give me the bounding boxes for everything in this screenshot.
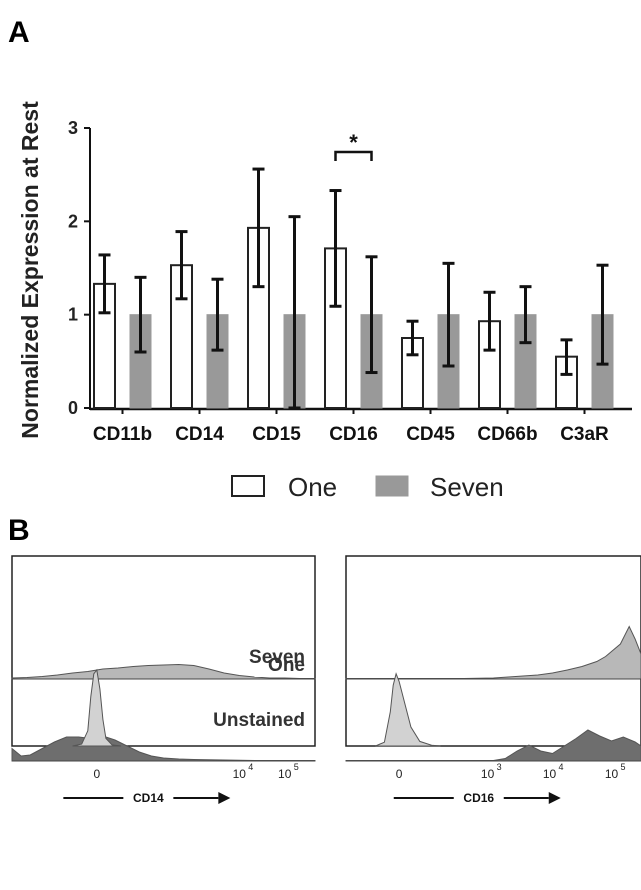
category-label: CD11b [93, 424, 152, 445]
y-tick-label: 2 [68, 211, 78, 231]
y-ticks: 0 1 2 3 [68, 118, 90, 418]
x-axis-label: CD16 [463, 791, 494, 805]
category-label: CD14 [175, 424, 224, 445]
bar-chart: Normalized Expression at Rest 0 1 2 3 CD11b… [17, 101, 632, 445]
category-label: CD45 [406, 424, 455, 445]
category-label: CD16 [329, 424, 378, 445]
x-tick-exponent: 4 [559, 762, 564, 772]
x-axis-label: CD14 [133, 791, 164, 805]
histogram-unstained [375, 672, 441, 747]
legend: One Seven [231, 472, 504, 502]
legend-label-seven: Seven [430, 472, 504, 502]
legend-swatch-seven [375, 475, 409, 497]
panel-label-a: A [8, 16, 30, 49]
category-label: CD15 [252, 424, 301, 445]
x-tick-label: 0 [93, 767, 100, 781]
x-tick-label: 10 [481, 767, 495, 781]
x-tick-exponent: 4 [248, 762, 253, 772]
x-tick-exponent: 5 [294, 762, 299, 772]
significance-bracket [334, 150, 373, 161]
x-tick-exponent: 5 [621, 762, 626, 772]
significance-star: * [349, 130, 358, 155]
arrow-right-icon [218, 792, 231, 804]
x-tick-label: 10 [543, 767, 557, 781]
lane-label-one: One [268, 655, 305, 676]
histogram-seven [345, 729, 641, 762]
significance-marker: * [334, 130, 373, 161]
histogram-one [11, 663, 316, 680]
lane-label-seven: Seven [249, 647, 305, 668]
error-bars [98, 167, 609, 410]
histogram-unstained [72, 668, 122, 747]
y-tick-label: 1 [68, 305, 78, 325]
histogram-one [345, 625, 641, 680]
bars [93, 226, 614, 410]
x-tick-label: 10 [605, 767, 619, 781]
x-tick-label: 0 [396, 767, 403, 781]
y-tick-label: 0 [68, 398, 78, 418]
y-tick-label: 3 [68, 118, 78, 138]
x-tick-label: 10 [233, 767, 247, 781]
category-label: C3aR [560, 424, 609, 445]
x-tick-exponent: 3 [497, 762, 502, 772]
legend-label-one: One [288, 472, 337, 502]
arrow-right-icon [548, 792, 561, 804]
histogram-frame [11, 555, 316, 747]
legend-swatch-one [231, 475, 265, 497]
lane-label-unstained: Unstained [213, 710, 305, 731]
category-label: CD66b [477, 424, 537, 445]
category-labels: CD11b CD14 CD15 CD16 CD45 CD66b C3aR [93, 408, 609, 445]
panel-label-b: B [8, 514, 30, 547]
y-axis-label: Normalized Expression at Rest [17, 101, 43, 439]
x-tick-label: 10 [278, 767, 292, 781]
